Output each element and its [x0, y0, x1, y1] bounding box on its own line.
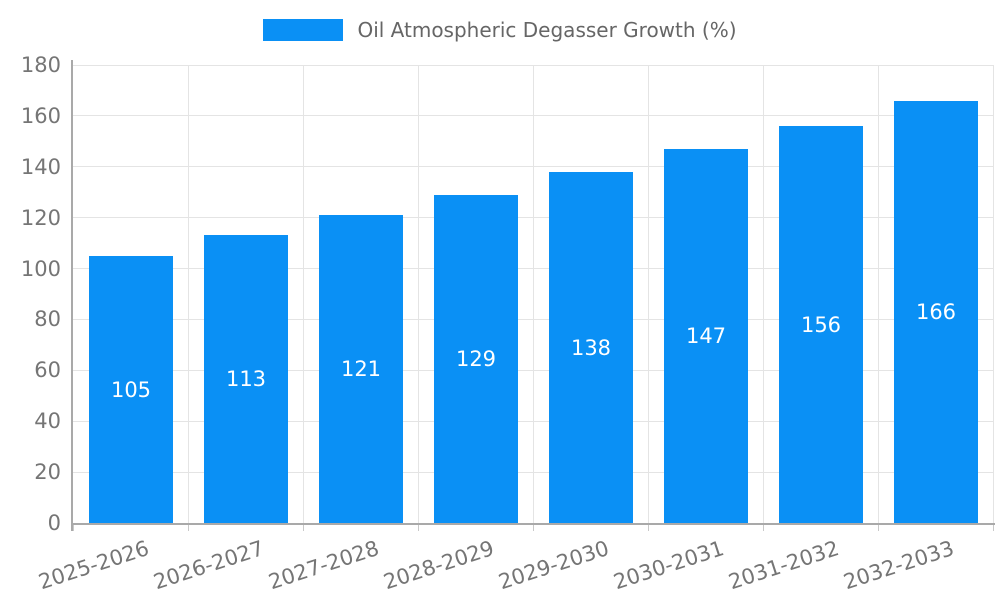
x-axis-tick: [647, 523, 649, 531]
bar-value-label: 129: [455, 347, 497, 371]
x-axis-tick: [992, 523, 994, 531]
x-axis-tick-label: 2030-2031: [610, 536, 727, 595]
x-gridline: [877, 65, 879, 523]
bar-2031-2032[interactable]: 156: [779, 126, 863, 523]
x-axis-tick: [877, 523, 879, 531]
legend-label: Oil Atmospheric Degasser Growth (%): [357, 18, 737, 42]
chart-legend-item[interactable]: Oil Atmospheric Degasser Growth (%): [0, 18, 1000, 42]
x-axis-tick: [762, 523, 764, 531]
bar-value-label: 166: [915, 300, 957, 324]
y-axis-tick-label: 140: [20, 154, 61, 179]
bar-value-label: 147: [685, 324, 727, 348]
x-axis-tick-label: 2028-2029: [380, 536, 497, 595]
x-gridline: [762, 65, 764, 523]
x-gridline: [302, 65, 304, 523]
x-axis-tick: [187, 523, 189, 531]
y-axis-tick-label: 160: [20, 103, 61, 128]
y-axis-tick-label: 180: [20, 53, 61, 77]
x-gridline: [532, 65, 534, 523]
x-axis-tick: [532, 523, 534, 531]
x-axis-tick-label: 2029-2030: [495, 536, 612, 595]
x-axis-tick: [302, 523, 304, 531]
x-axis-tick-label: 2026-2027: [150, 536, 267, 595]
x-gridline: [647, 65, 649, 523]
y-axis-tick-label: 40: [34, 409, 61, 434]
bar-value-label: 105: [110, 377, 152, 402]
y-axis-line: [71, 60, 73, 531]
bar-2027-2028[interactable]: 121: [319, 215, 403, 523]
x-axis-tick-label: 2031-2032: [725, 536, 842, 595]
y-axis-tick-label: 20: [34, 460, 61, 485]
x-axis-tick-label: 2025-2026: [35, 536, 152, 595]
x-axis-tick-label: 2032-2033: [840, 536, 957, 595]
bar-value-label: 138: [570, 335, 612, 360]
bar-value-label: 113: [225, 367, 267, 391]
x-gridline: [187, 65, 189, 523]
y-axis-tick-label: 120: [20, 205, 61, 230]
bar-2028-2029[interactable]: 129: [434, 195, 518, 523]
bar-2025-2026[interactable]: 105: [89, 256, 173, 523]
x-axis-tick: [417, 523, 419, 531]
x-gridline: [992, 65, 994, 523]
bar-value-label: 156: [800, 312, 842, 337]
bar-value-label: 121: [340, 357, 382, 381]
bar-2029-2030[interactable]: 138: [549, 172, 633, 523]
bar-2026-2027[interactable]: 113: [204, 235, 288, 523]
legend-swatch: [263, 19, 344, 41]
x-axis-tick-label: 2027-2028: [265, 536, 382, 595]
y-axis-tick-label: 0: [47, 511, 61, 535]
bar-2030-2031[interactable]: 147: [664, 149, 748, 523]
x-gridline: [417, 65, 419, 523]
y-axis-tick-label: 60: [34, 358, 61, 383]
bar-2032-2033[interactable]: 166: [894, 101, 978, 523]
x-axis-line: [71, 523, 995, 525]
y-axis-tick-label: 80: [34, 307, 61, 332]
y-axis-tick-label: 100: [20, 256, 61, 281]
x-axis-tick: [72, 523, 74, 531]
